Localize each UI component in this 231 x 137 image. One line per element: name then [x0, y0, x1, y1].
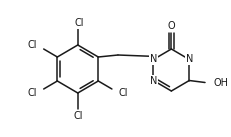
Text: N: N	[185, 55, 192, 65]
Text: Cl: Cl	[27, 40, 37, 50]
Text: O: O	[167, 21, 174, 31]
Text: Cl: Cl	[27, 88, 37, 98]
Text: Cl: Cl	[73, 111, 82, 121]
Text: Cl: Cl	[118, 88, 128, 98]
Text: N: N	[149, 55, 156, 65]
Text: N: N	[149, 75, 156, 85]
Text: Cl: Cl	[74, 18, 83, 28]
Text: OH: OH	[213, 78, 228, 88]
